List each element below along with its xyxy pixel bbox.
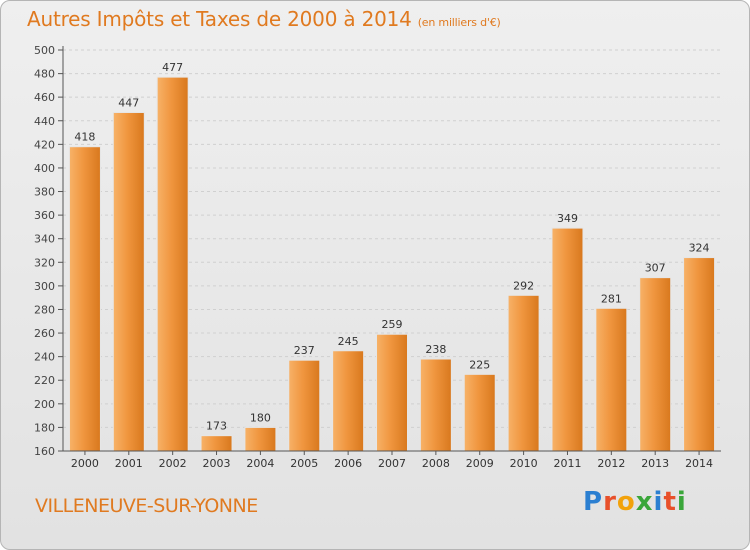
x-tick-label: 2014 — [685, 457, 713, 470]
logo-letter: o — [616, 487, 636, 517]
axes — [62, 46, 721, 452]
x-tick-label: 2011 — [553, 457, 581, 470]
bar-2008 — [419, 358, 452, 452]
logo-letter: t — [663, 487, 677, 517]
bar-value-label: 418 — [74, 131, 95, 144]
proxiti-logo: Proxiti — [583, 487, 687, 517]
bar-value-label: 477 — [162, 61, 183, 74]
bar-2011 — [551, 227, 584, 452]
y-tick-label: 340 — [34, 233, 55, 246]
y-tick-label: 400 — [34, 162, 55, 175]
x-tick-label: 2006 — [334, 457, 362, 470]
bar-2014 — [683, 257, 716, 452]
bar-2007 — [376, 333, 408, 452]
bar-2009 — [463, 373, 496, 452]
x-tick-label: 2000 — [71, 457, 99, 470]
y-tick-label: 380 — [34, 186, 55, 199]
bar-value-label: 259 — [382, 318, 403, 331]
y-tick-label: 440 — [34, 115, 55, 128]
y-tick-label: 320 — [34, 256, 55, 269]
y-tick-label: 200 — [34, 398, 55, 411]
bar-value-label: 245 — [338, 335, 359, 348]
x-tick-label: 2012 — [597, 457, 625, 470]
x-tick-label: 2002 — [159, 457, 187, 470]
y-tick-label: 460 — [34, 91, 55, 104]
bar-2006 — [332, 350, 365, 452]
x-tick-label: 2007 — [378, 457, 406, 470]
x-tick-label: 2008 — [422, 457, 450, 470]
logo-letter: x — [635, 487, 654, 517]
x-tick-label: 2004 — [246, 457, 274, 470]
x-tick-label: 2010 — [510, 457, 538, 470]
bar-2010 — [507, 294, 540, 452]
bar-2013 — [639, 277, 672, 452]
bar-value-label: 349 — [557, 212, 578, 225]
x-tick-label: 2009 — [466, 457, 494, 470]
bar-value-label: 237 — [294, 344, 315, 357]
x-tick-label: 2001 — [115, 457, 143, 470]
bar-2005 — [288, 359, 321, 452]
bar-value-label: 307 — [645, 262, 666, 275]
y-tick-label: 180 — [34, 421, 55, 434]
logo-letter: i — [676, 487, 687, 517]
y-tick-label: 220 — [34, 374, 55, 387]
bar-value-label: 292 — [513, 279, 534, 292]
logo-letter: P — [583, 487, 604, 517]
bar-2002 — [156, 76, 189, 452]
y-tick-label: 500 — [34, 44, 55, 57]
bar-2003 — [200, 435, 233, 452]
bar-value-label: 447 — [118, 97, 139, 110]
bar-value-label: 180 — [250, 411, 271, 424]
bar-2004 — [244, 426, 277, 452]
chart-title: Autres Impôts et Taxes de 2000 à 2014 (en… — [27, 7, 501, 31]
y-axis-ticks: 160 180 200 220 240 260 280 300 320 340 360 380 400 4… — [34, 44, 63, 458]
bar-2001 — [112, 112, 145, 452]
y-tick-label: 480 — [34, 68, 55, 81]
x-tick-label: 2003 — [203, 457, 231, 470]
bar-value-label: 281 — [601, 292, 622, 305]
y-tick-label: 360 — [34, 209, 55, 222]
chart-subtitle: (en milliers d'€) — [417, 16, 501, 29]
y-tick-label: 240 — [34, 351, 55, 364]
x-axis-ticks: 2000 2001 2002 2003 2004 2005 2006 2007 2008 2009… — [71, 451, 713, 470]
y-tick-label: 420 — [34, 138, 55, 151]
y-tick-label: 260 — [34, 327, 55, 340]
title-text: Autres Impôts et Taxes de 2000 à 2014 — [27, 7, 412, 31]
bar-value-labels: 418 447 477 173 180 237 245 259 238 225 292 349 281 3… — [74, 61, 709, 433]
bar-2000 — [68, 146, 101, 452]
bar-2012 — [595, 307, 628, 452]
bars — [68, 76, 716, 452]
y-tick-label: 300 — [34, 280, 55, 293]
x-tick-label: 2013 — [641, 457, 669, 470]
y-tick-label: 280 — [34, 303, 55, 316]
bar-value-label: 225 — [469, 358, 490, 371]
bar-value-label: 173 — [206, 420, 227, 433]
logo-letter: r — [603, 487, 617, 517]
bar-value-label: 324 — [689, 242, 710, 255]
y-tick-label: 160 — [34, 445, 55, 458]
logo-letter: i — [653, 487, 664, 517]
bar-value-label: 238 — [425, 343, 446, 356]
place-name: VILLENEUVE-SUR-YONNE — [35, 495, 258, 517]
x-tick-label: 2005 — [290, 457, 318, 470]
